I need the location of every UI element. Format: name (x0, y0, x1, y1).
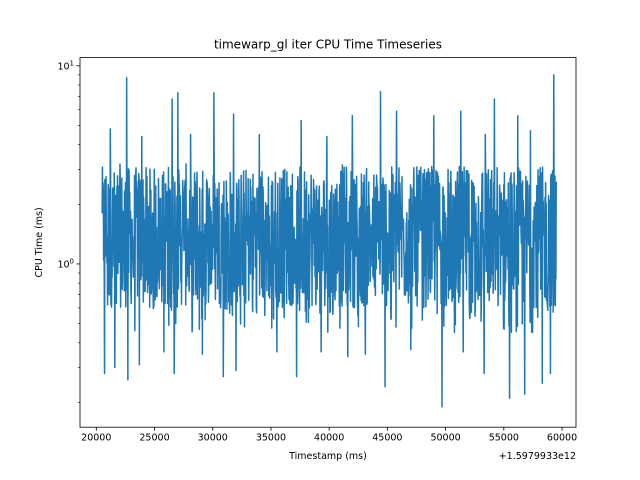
y-axis-ticks: 100 101 (57, 59, 80, 403)
series-line-group (101, 74, 557, 408)
x-tick-label: 50000 (430, 433, 460, 444)
cpu-time-series-line (101, 74, 557, 408)
x-tick-label: 55000 (489, 433, 519, 444)
x-tick-label: 40000 (314, 433, 344, 444)
y-tick-label: 100 (57, 257, 74, 270)
x-axis-ticks: 20000 25000 30000 35000 40000 45000 50000 55000… (81, 427, 577, 444)
plot-frame (79, 57, 577, 428)
x-tick-label: 20000 (81, 433, 111, 444)
x-tick-label: 35000 (256, 433, 286, 444)
chart-title: timewarp_gl iter CPU Time Timeseries (214, 38, 442, 52)
x-tick-label: 30000 (198, 433, 228, 444)
y-axis-label: CPU Time (ms) (34, 207, 45, 277)
x-tick-label: 25000 (139, 433, 169, 444)
x-axis-label: Timestamp (ms) (288, 451, 367, 462)
x-tick-label: 45000 (372, 433, 402, 444)
y-tick-label: 101 (57, 59, 74, 72)
x-axis-offset-label: +1.5979933e12 (499, 451, 576, 462)
x-tick-label: 60000 (547, 433, 577, 444)
